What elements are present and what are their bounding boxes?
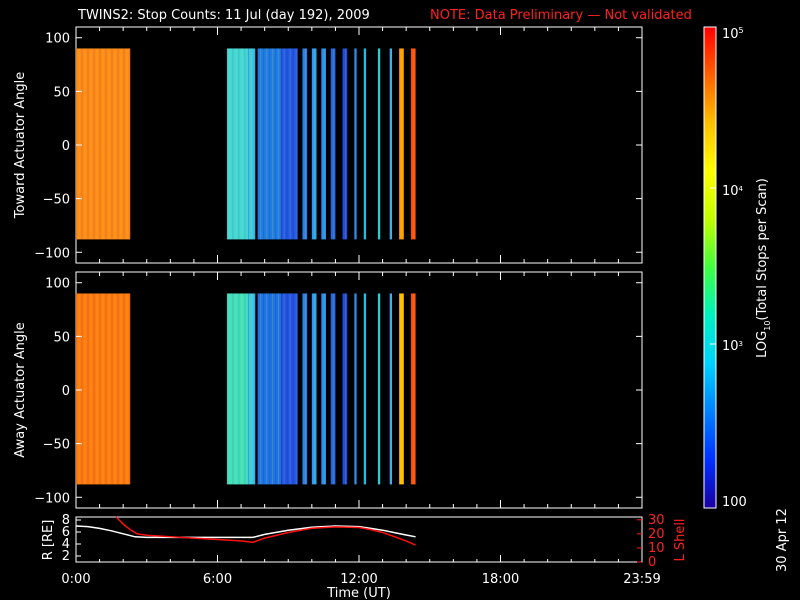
scan-segment <box>281 48 298 240</box>
x-tick-label: 12:00 <box>340 572 377 587</box>
scan-segment <box>76 48 131 240</box>
colorbar: 105 104 103 100 LOG10(Total Stops per Sc… <box>703 26 772 510</box>
y-tick-label: 0 <box>62 384 70 399</box>
scan-segment <box>248 48 256 240</box>
scan-segment <box>410 48 416 240</box>
x-tick-label: 0:00 <box>61 572 90 587</box>
scan-segment <box>389 48 393 240</box>
lshell-axis-label: L Shell <box>673 518 688 561</box>
radius-series-line <box>75 525 416 539</box>
x-tick-label: 18:00 <box>482 572 519 587</box>
y-tick-label: −50 <box>43 193 70 208</box>
date-stamp: 30 Apr 12 <box>775 508 790 572</box>
scan-segment <box>281 293 298 485</box>
scan-segment <box>354 293 357 485</box>
scan-segment <box>354 48 357 240</box>
x-tick-label: 6:00 <box>203 572 232 587</box>
colorbar-tick-100: 100 <box>722 495 747 510</box>
lshell-tick-label: 20 <box>648 527 665 542</box>
scan-segment <box>76 293 131 485</box>
scan-segment <box>363 293 367 485</box>
radius-tick-label: 2 <box>62 549 70 564</box>
scan-segment <box>257 293 282 485</box>
scan-segment <box>399 48 404 240</box>
scan-segment <box>410 293 416 485</box>
scan-segment <box>330 48 336 240</box>
scan-segment <box>226 48 249 240</box>
x-tick-label: 23:59 <box>623 572 660 587</box>
colorbar-label: LOG10(Total Stops per Scan) <box>755 178 772 358</box>
away-panel: 100 50 0 −50 −100 Away Actuator Angle <box>13 271 643 509</box>
chart-title: TWINS2: Stop Counts: 11 Jul (day 192), 2… <box>77 8 370 23</box>
lshell-tick-label: 0 <box>648 555 656 570</box>
away-y-axis-label: Away Actuator Angle <box>13 322 28 457</box>
colorbar-gradient <box>703 26 717 509</box>
scan-segment <box>226 293 249 485</box>
scan-segment <box>399 293 404 485</box>
scan-segment <box>311 293 317 485</box>
scan-segment <box>302 293 308 485</box>
scan-segment <box>342 48 348 240</box>
colorbar-tick-1e5: 105 <box>722 26 744 42</box>
y-tick-label: 100 <box>45 277 70 292</box>
preliminary-note: NOTE: Data Preliminary — Not validated <box>430 8 692 23</box>
radius-axis-label: R [RE] <box>41 520 56 561</box>
y-tick-label: −100 <box>34 246 70 261</box>
y-tick-label: −50 <box>43 438 70 453</box>
lshell-series-line <box>115 516 416 546</box>
lshell-tick-label: 30 <box>648 513 665 528</box>
y-tick-label: −100 <box>34 491 70 506</box>
scan-segment <box>321 48 326 240</box>
scan-segment <box>248 293 256 485</box>
scan-segment <box>377 293 381 485</box>
scan-segment <box>257 48 282 240</box>
colorbar-tick-1e3: 103 <box>722 339 743 354</box>
y-tick-label: 50 <box>53 85 70 100</box>
scan-segment <box>330 293 336 485</box>
colorbar-tick-1e4: 104 <box>722 184 744 199</box>
scan-segment <box>389 293 393 485</box>
y-tick-label: 0 <box>62 139 70 154</box>
x-axis-label: Time (UT) <box>326 586 391 600</box>
scan-segment <box>321 293 326 485</box>
toward-panel: 100 50 0 −50 −100 Toward Actuator Angle <box>13 26 643 264</box>
radius-tick-label: 8 <box>62 513 70 528</box>
y-tick-label: 100 <box>45 32 70 47</box>
radius-tick-label: 6 <box>62 525 70 540</box>
scan-segment <box>363 48 367 240</box>
radius-tick-label: 4 <box>62 537 70 552</box>
y-tick-label: 50 <box>53 330 70 345</box>
lshell-tick-label: 10 <box>648 541 665 556</box>
toward-y-axis-label: Toward Actuator Angle <box>13 72 28 219</box>
scan-segment <box>311 48 317 240</box>
scan-segment <box>342 293 348 485</box>
scan-segment <box>302 48 308 240</box>
scan-segment <box>377 48 381 240</box>
